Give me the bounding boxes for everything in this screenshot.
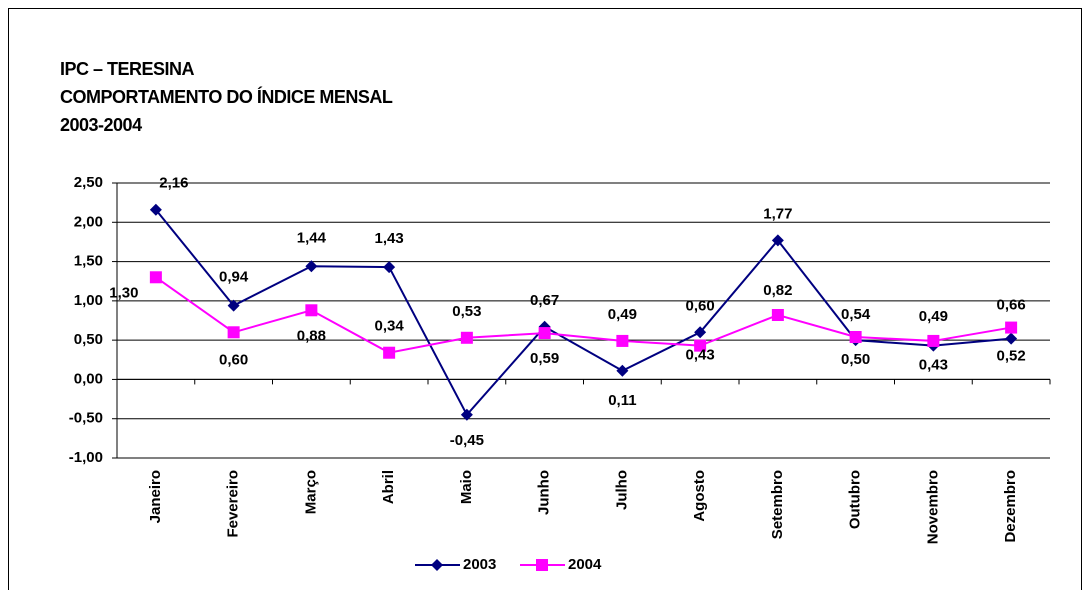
data-label: 0,11 bbox=[608, 392, 636, 409]
x-tick-label: Abril bbox=[380, 470, 397, 504]
data-label: 0,66 bbox=[997, 297, 1026, 314]
x-tick-label: Março bbox=[302, 470, 319, 514]
data-label: 0,54 bbox=[841, 306, 871, 323]
point-marker bbox=[538, 327, 551, 340]
point-marker bbox=[1005, 321, 1018, 334]
y-tick-label: -0,50 bbox=[69, 410, 103, 427]
data-label: 0,49 bbox=[608, 306, 637, 323]
series-line bbox=[155, 276, 1012, 354]
data-label: 0,34 bbox=[375, 318, 405, 335]
x-tick-label: Outubro bbox=[847, 470, 864, 529]
data-label: 0,67 bbox=[530, 292, 559, 309]
point-marker bbox=[305, 304, 318, 317]
chart-title: 2003-2004 bbox=[60, 115, 142, 135]
point-marker bbox=[694, 326, 707, 339]
x-tick-label: Agosto bbox=[691, 470, 708, 522]
point-marker bbox=[227, 299, 240, 312]
y-tick-label: 2,00 bbox=[74, 213, 103, 230]
y-tick-label: 1,00 bbox=[74, 292, 103, 309]
point-marker bbox=[149, 271, 162, 284]
data-label: 1,77 bbox=[763, 205, 792, 222]
chart-title: IPC – TERESINA bbox=[60, 59, 195, 79]
data-label: 0,52 bbox=[997, 348, 1026, 365]
point-marker bbox=[927, 334, 940, 347]
point-marker bbox=[616, 334, 629, 347]
point-marker bbox=[305, 260, 318, 273]
point-marker bbox=[771, 309, 784, 321]
data-label: 0,60 bbox=[686, 297, 715, 314]
point-marker bbox=[1005, 332, 1018, 345]
series-line bbox=[155, 209, 1012, 417]
data-label: 0,50 bbox=[841, 351, 870, 368]
point-marker bbox=[227, 326, 240, 339]
x-tick-label: Setembro bbox=[769, 470, 786, 539]
y-tick-label: 2,50 bbox=[74, 174, 103, 191]
x-tick-label: Maio bbox=[458, 470, 475, 504]
y-tick-label: 1,50 bbox=[74, 253, 103, 270]
legend-marker bbox=[431, 559, 443, 571]
x-tick-label: Dezembro bbox=[1002, 470, 1019, 543]
point-marker bbox=[460, 408, 473, 421]
data-label: 1,30 bbox=[109, 284, 138, 301]
legend-marker bbox=[536, 559, 548, 571]
point-marker bbox=[149, 203, 162, 216]
point-marker bbox=[694, 339, 707, 352]
y-tick-label: -1,00 bbox=[69, 449, 103, 466]
data-label: -0,45 bbox=[450, 432, 484, 449]
data-label: 1,44 bbox=[297, 229, 327, 246]
data-label: 0,59 bbox=[530, 350, 559, 367]
data-label: 2,16 bbox=[159, 175, 188, 192]
data-label: 0,53 bbox=[452, 303, 481, 320]
data-label: 0,43 bbox=[686, 347, 715, 364]
legend-label: 2003 bbox=[463, 556, 496, 573]
x-tick-label: Junho bbox=[536, 470, 553, 515]
legend-label: 2004 bbox=[568, 556, 602, 573]
y-tick-label: 0,50 bbox=[74, 331, 103, 348]
point-marker bbox=[849, 331, 862, 343]
data-label: 1,43 bbox=[375, 230, 404, 247]
y-tick-label: 0,00 bbox=[74, 370, 103, 387]
x-tick-label: Novembro bbox=[924, 470, 941, 544]
data-label: 0,60 bbox=[219, 351, 248, 368]
data-label: 0,94 bbox=[219, 269, 249, 286]
chart-title: COMPORTAMENTO DO ÍNDICE MENSAL bbox=[60, 86, 393, 107]
x-tick-label: Julho bbox=[613, 470, 630, 510]
point-marker bbox=[383, 346, 396, 359]
data-label: 0,43 bbox=[919, 357, 948, 374]
data-label: 0,88 bbox=[297, 327, 326, 344]
data-label: 0,49 bbox=[919, 308, 948, 325]
point-marker bbox=[616, 364, 629, 377]
x-tick-label: Janeiro bbox=[147, 470, 164, 523]
x-tick-label: Fevereiro bbox=[225, 470, 242, 538]
data-label: 0,82 bbox=[763, 282, 792, 299]
point-marker bbox=[771, 234, 784, 247]
point-marker bbox=[460, 331, 473, 344]
point-marker bbox=[383, 261, 396, 274]
